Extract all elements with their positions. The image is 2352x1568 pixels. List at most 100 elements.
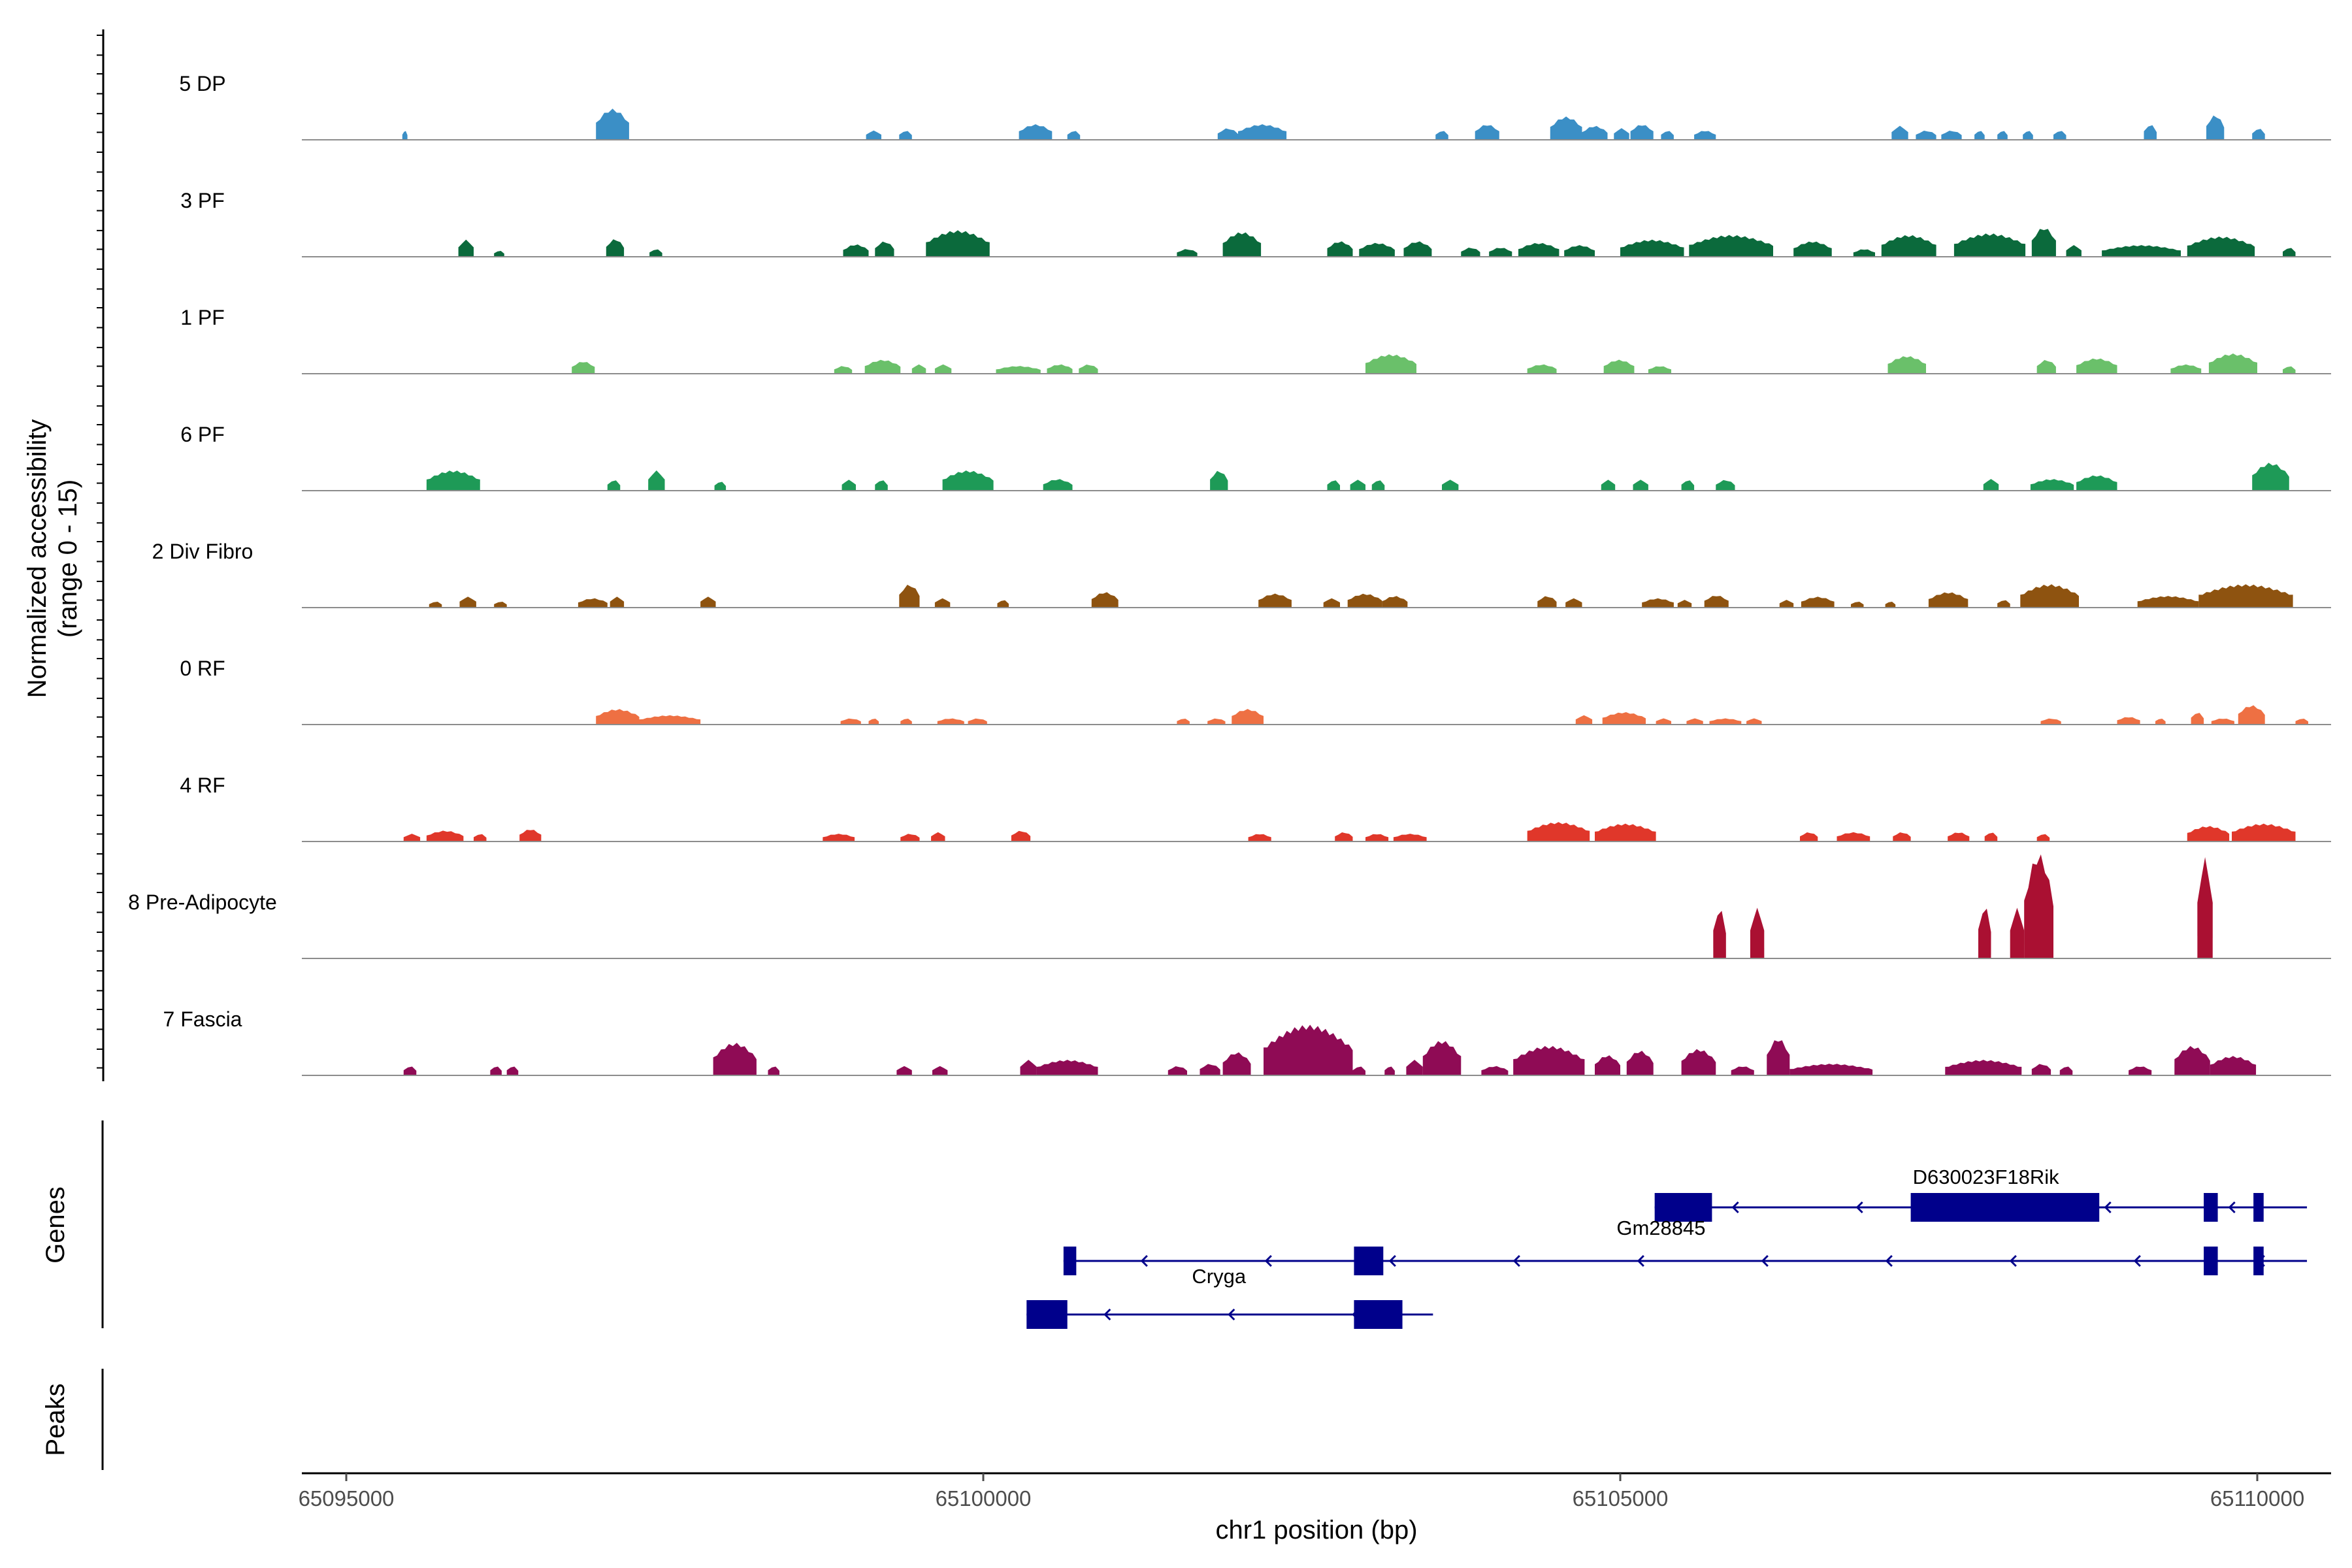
y-axis — [97, 29, 105, 1081]
coverage-peak — [2206, 115, 2225, 140]
coverage-peak — [1347, 593, 1382, 608]
coverage-peak — [1067, 131, 1081, 140]
coverage-peak — [1681, 480, 1695, 491]
track-2-div-fibro: 2 Div Fibro — [152, 540, 2331, 608]
coverage-peak — [942, 470, 994, 491]
coverage-peak — [1891, 125, 1908, 140]
coverage-peak — [2023, 131, 2033, 140]
y-axis-title-line-2: (range 0 - 15) — [54, 480, 82, 638]
coverage-peak — [1793, 241, 1832, 257]
coverage-peak — [1537, 596, 1557, 608]
coverage-peak — [2187, 826, 2230, 841]
gene-exon — [2253, 1193, 2264, 1222]
gene-label: D630023F18Rik — [1913, 1166, 2060, 1188]
coverage-peak — [911, 364, 926, 374]
track-label: 4 RF — [180, 774, 225, 797]
coverage-peak — [2102, 245, 2181, 257]
coverage-peak — [1983, 479, 1999, 491]
coverage-tracks: 5 DP 3 PF 1 PF 6 PF 2 Div Fibro 0 RF 4 RF 8 Pre… — [128, 72, 2331, 1076]
coverage-peak — [1422, 1041, 1462, 1075]
coverage-peak — [1750, 907, 1765, 958]
coverage-peak — [2031, 229, 2056, 257]
coverage-peak — [1789, 1064, 1873, 1075]
x-tick-label: 65110000 — [2210, 1486, 2304, 1511]
coverage-peak — [864, 359, 901, 374]
coverage-peak — [1258, 593, 1292, 608]
coverage-peak — [2198, 584, 2293, 608]
coverage-peak — [1916, 131, 1936, 140]
coverage-peak — [1801, 596, 1835, 608]
coverage-peak — [1853, 249, 1875, 257]
coverage-peak — [1767, 1040, 1790, 1075]
track-label: 2 Div Fibro — [152, 540, 253, 563]
coverage-peak — [490, 1066, 502, 1075]
coverage-peak — [932, 1066, 948, 1075]
coverage-peak — [1709, 718, 1742, 725]
coverage-peak — [1887, 356, 1926, 374]
track-0-rf: 0 RF — [180, 657, 2331, 725]
coverage-peak — [1335, 832, 1353, 841]
coverage-peak — [2283, 248, 2296, 257]
coverage-peak — [937, 718, 964, 725]
coverage-peak — [474, 834, 487, 841]
coverage-peak — [899, 585, 920, 608]
gene-cryga: Cryga — [1026, 1265, 1433, 1329]
coverage-peak — [1799, 832, 1818, 841]
track-5-dp: 5 DP — [179, 72, 2331, 140]
coverage-peak — [607, 480, 621, 491]
coverage-peak — [2129, 1066, 2152, 1075]
strand-arrow — [1761, 1254, 1769, 1267]
coverage-peak — [1595, 823, 1656, 841]
strand-arrow — [2228, 1201, 2236, 1214]
coverage-peak — [714, 482, 727, 491]
track-label: 3 PF — [180, 189, 225, 212]
coverage-peak — [1359, 242, 1395, 257]
coverage-peak — [1978, 908, 1991, 958]
coverage-peak — [1019, 124, 1053, 140]
coverage-peak — [2076, 358, 2117, 374]
coverage-peak — [426, 470, 480, 491]
coverage-peak — [1518, 243, 1560, 257]
gene-exon — [2204, 1247, 2218, 1275]
gene-exon — [1354, 1247, 1384, 1275]
coverage-peak — [1011, 830, 1031, 841]
coverage-peak — [2030, 479, 2074, 491]
coverage-peak — [1475, 125, 1499, 140]
coverage-peak — [1327, 480, 1340, 491]
coverage-peak — [843, 244, 869, 257]
gene-exon — [1354, 1300, 1403, 1329]
x-axis-title: chr1 position (bp) — [1215, 1516, 1417, 1544]
coverage-peak — [1633, 480, 1648, 491]
coverage-peak — [1565, 598, 1582, 608]
coverage-peak — [1704, 596, 1729, 608]
coverage-peak — [1620, 239, 1684, 257]
coverage-peak — [2024, 854, 2053, 958]
coverage-peak — [1513, 1046, 1585, 1075]
coverage-peak — [1442, 480, 1459, 491]
coverage-peak — [1527, 822, 1590, 841]
track-7-fascia: 7 Fascia — [163, 1007, 2331, 1076]
coverage-peak — [834, 366, 853, 374]
coverage-peak — [2187, 237, 2255, 257]
coverage-peak — [1694, 131, 1716, 140]
coverage-peak — [2040, 718, 2061, 725]
coverage-peak — [429, 602, 442, 608]
coverage-peak — [2117, 717, 2140, 725]
coverage-peak — [768, 1066, 779, 1075]
coverage-peak — [866, 130, 881, 140]
coverage-peak — [1731, 1066, 1754, 1075]
coverage-peak — [1248, 834, 1271, 841]
coverage-peak — [1238, 124, 1287, 140]
track-8-pre-adipocyte: 8 Pre-Adipocyte — [128, 854, 2331, 959]
gene-gm28845: Gm28845 — [1063, 1217, 2308, 1275]
coverage-peak — [1091, 592, 1119, 608]
gene-exon — [1026, 1300, 1068, 1329]
x-tick-label: 65095000 — [299, 1486, 395, 1511]
coverage-peak — [997, 600, 1009, 608]
coverage-peak — [2197, 857, 2213, 958]
coverage-peak — [1601, 480, 1616, 491]
coverage-peak — [1582, 125, 1608, 140]
coverage-peak — [1656, 718, 1671, 725]
coverage-peak — [1779, 600, 1794, 608]
coverage-peak — [1893, 832, 1911, 841]
